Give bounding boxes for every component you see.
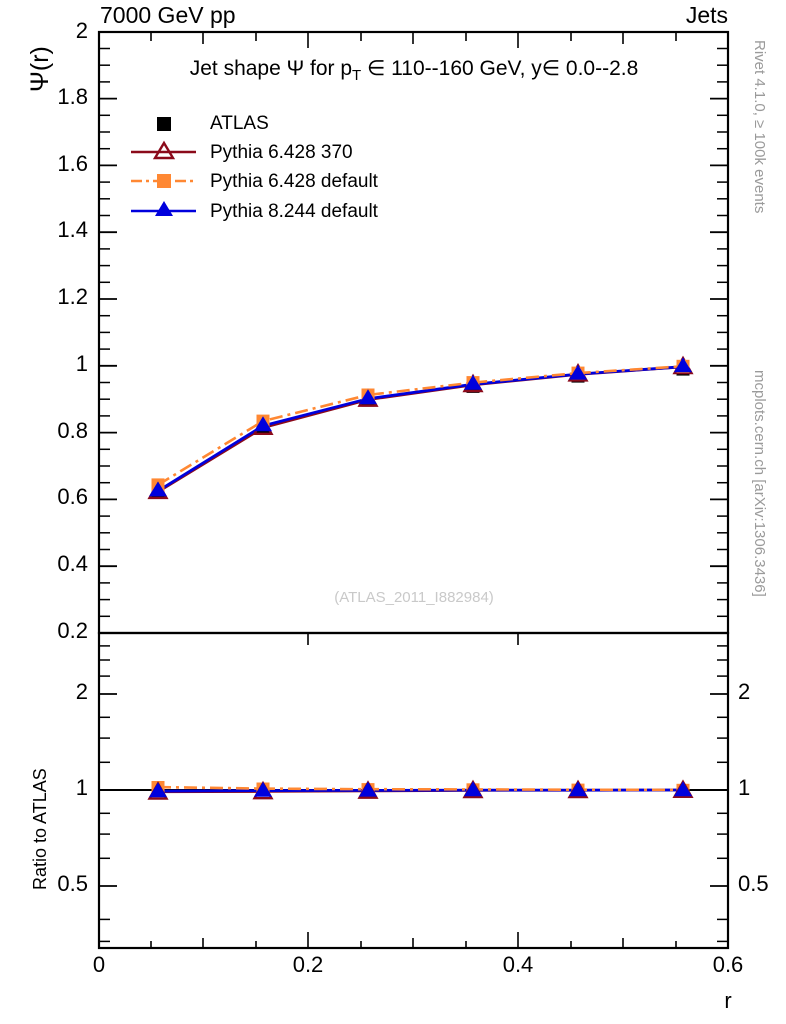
series-line-pythia8-default: [157, 365, 684, 493]
main-ytick-7: 1.6: [57, 151, 88, 176]
ratio-data-layer: [147, 779, 694, 800]
plot-title: Jet shape Ψ for pT ∈ 110--160 GeV, y∈ 0.…: [190, 56, 639, 84]
analysis-watermark: (ATLAS_2011_I882984): [334, 589, 494, 606]
main-ytick-5: 1.2: [57, 284, 88, 309]
ratio-ytick-right-1: 1: [738, 775, 751, 800]
plot-title-part-b: for p: [304, 57, 353, 80]
legend-label-pythia6-default: Pythia 6.428 default: [210, 171, 378, 192]
legend-marker-pythia8-default: [155, 201, 173, 216]
main-ytick-9: 2: [75, 18, 88, 43]
ratio-ytick-right-2: 2: [738, 679, 751, 704]
main-ytick-4: 1: [75, 351, 88, 376]
ratio-markers-pythia8-default: [149, 781, 692, 798]
ratio-y-ticks: [99, 645, 728, 943]
legend-marker-pythia6-370: [152, 140, 176, 160]
main-panel-frame: [97, 30, 730, 635]
legend-label-pythia8-default: Pythia 8.244 default: [210, 201, 378, 222]
header-beam-label: 7000 GeV pp: [100, 2, 236, 28]
main-ytick-8: 1.8: [57, 84, 88, 109]
legend-label-pythia6-370: Pythia 6.428 370: [210, 142, 353, 163]
series-line-pythia6-370: [157, 365, 684, 494]
legend-marker-pythia6-default: [157, 174, 171, 188]
plot-title-part-c: ∈ 110--160 GeV, y∈ 0.0--2.8: [361, 57, 639, 80]
ratio-x-ticks: [98, 633, 729, 948]
legend-glyphs: [131, 117, 196, 216]
plot-title-part-a: Jet shape: [189, 57, 287, 80]
ratio-line-pythia6-default: [157, 785, 684, 792]
main-y-ticks: [99, 31, 728, 634]
header-category-label: Jets: [685, 2, 728, 28]
main-ytick-3: 0.8: [57, 418, 88, 443]
xtick-3: 0.6: [712, 952, 744, 977]
main-ytick-0: 0.2: [57, 618, 88, 643]
xtick-1: 0.2: [292, 952, 324, 977]
main-ytick-1: 0.4: [57, 551, 88, 576]
legend-label-atlas: ATLAS: [210, 113, 269, 134]
xtick-2: 0.4: [502, 952, 534, 977]
ratio-ytick-left-1: 1: [75, 775, 88, 800]
ratio-ytick-right-0: 0.5: [738, 871, 769, 896]
plot-title-psi: Ψ: [286, 57, 305, 80]
series-markers-atlas: [151, 362, 690, 499]
xtick-0: 0: [92, 952, 106, 977]
main-ytick-2: 0.6: [57, 484, 88, 509]
series-markers-pythia8-default: [149, 357, 692, 497]
ratio-ytick-left-0: 0.5: [57, 871, 88, 896]
series-line-pythia6-default: [157, 365, 684, 487]
main-x-ticks: [98, 32, 729, 48]
series-markers-pythia6-370: [147, 355, 694, 500]
main-data-layer: [147, 355, 694, 500]
ratio-ytick-left-2: 2: [75, 679, 88, 704]
legend-marker-atlas: [157, 117, 171, 131]
series-markers-pythia6-default: [151, 359, 690, 492]
plot-title-subscript: T: [352, 67, 362, 85]
x-axis-label: r: [724, 988, 732, 1013]
main-ytick-6: 1.4: [57, 217, 88, 242]
